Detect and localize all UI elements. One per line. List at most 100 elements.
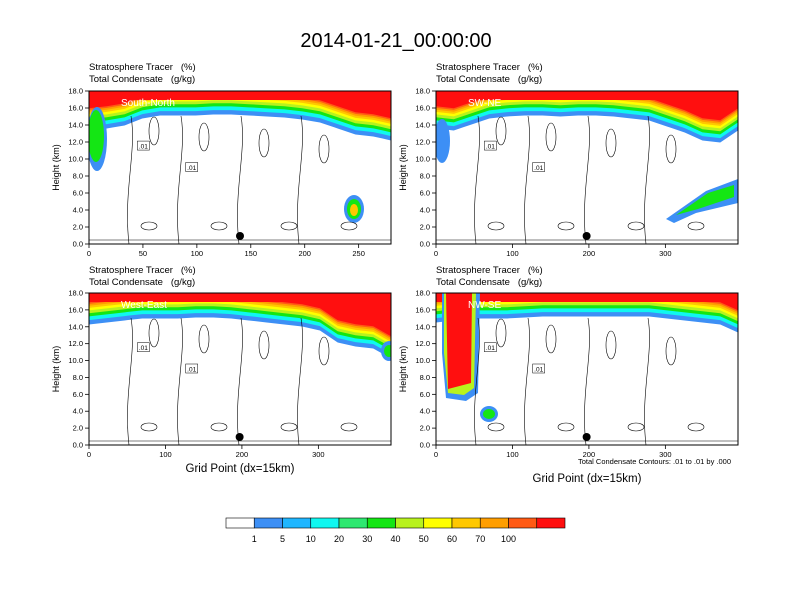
stratosphere-band [89, 91, 391, 133]
contour-line [280, 221, 298, 231]
y-tick-label: 14.0 [68, 322, 83, 331]
panel-label: SW-NE [468, 98, 501, 109]
y-tick-label: 6.0 [73, 189, 83, 198]
contour-line [177, 115, 183, 244]
tracer-blob [676, 185, 734, 215]
contour-line [340, 221, 358, 231]
y-tick-label: 6.0 [420, 390, 430, 399]
contour-line [524, 317, 530, 445]
panel-plot-area [89, 91, 391, 244]
colorbar-swatch [253, 517, 283, 529]
stratosphere-top [89, 91, 391, 100]
contour-label-box [484, 342, 497, 352]
stratosphere-band [436, 293, 738, 316]
colorbar-label: 70 [475, 534, 485, 544]
y-tick-label: 10.0 [68, 155, 83, 164]
condensate-contours [89, 317, 391, 445]
y-axis-label: Height (km) [51, 346, 61, 393]
y-tick-label: 4.0 [420, 407, 430, 416]
colorbar-label: 20 [334, 534, 344, 544]
tracer-blob [347, 199, 361, 219]
stratosphere-band [436, 91, 738, 135]
y-tick-label: 0.0 [420, 240, 430, 249]
colorbar-label: 60 [447, 534, 457, 544]
stratosphere-band [436, 293, 738, 325]
stratosphere-top [436, 91, 738, 100]
tracer-blob [89, 110, 104, 162]
contour-label-box [532, 363, 545, 374]
stratosphere-band [89, 91, 391, 137]
panel-plot-area [436, 91, 738, 244]
y-tick-label: 16.0 [68, 305, 83, 314]
contour-line [210, 221, 228, 231]
y-tick-label: 12.0 [415, 339, 430, 348]
condensate-contours [436, 115, 738, 244]
stratosphere-band [436, 91, 738, 124]
contour-line [584, 317, 590, 445]
y-tick-label: 0.0 [420, 441, 430, 450]
contour-line [627, 221, 645, 231]
stratosphere-band [436, 293, 738, 311]
panel-label: NW-SE [468, 300, 501, 311]
contour-label: .01 [139, 345, 148, 352]
panel-title-1: Stratosphere Tracer (%) Total Condensate… [89, 62, 196, 86]
y-axis-label: Height (km) [398, 144, 408, 191]
stratosphere-band [89, 293, 391, 340]
y-tick-label: 8.0 [420, 373, 430, 382]
contour-label-box [532, 162, 545, 172]
panel-title-line1: Stratosphere Tracer (%) [436, 265, 543, 276]
stratosphere-band [436, 91, 738, 122]
contour-line [297, 115, 303, 244]
x-axis-label-left: Grid Point (dx=15km) [185, 463, 295, 475]
y-axis-label: Height (km) [51, 144, 61, 191]
panel-title-2: Stratosphere Tracer (%) Total Condensate… [436, 62, 543, 86]
panel-3-group [85, 292, 392, 449]
y-tick-label: 4.0 [420, 206, 430, 215]
contour-line [557, 221, 575, 231]
contour-label-box [484, 140, 497, 151]
contour-label-box [185, 363, 198, 374]
contour-line [177, 317, 183, 445]
stratosphere-band [436, 91, 738, 132]
contour-label: .01 [187, 367, 196, 374]
y-tick-label: 18.0 [415, 87, 430, 96]
colorbar-label: 5 [280, 534, 285, 544]
panel-title-4: Stratosphere Tracer (%) Total Condensate… [436, 265, 543, 289]
y-tick-label: 2.0 [420, 223, 430, 232]
location-marker [235, 433, 244, 441]
location-marker [236, 232, 244, 240]
contour-line [495, 116, 507, 146]
stratosphere-band [89, 91, 391, 124]
contour-line [127, 317, 133, 445]
tracer-intrusion [446, 293, 472, 389]
colorbar-label: 1 [252, 534, 257, 544]
y-tick-label: 18.0 [68, 87, 83, 96]
colorbar-swatch [395, 517, 425, 529]
stratosphere-band [89, 91, 391, 120]
tracer-blob [384, 345, 391, 357]
y-tick-label: 18.0 [68, 289, 83, 298]
x-tick-label: 50 [139, 249, 147, 258]
tracer-blob [483, 409, 495, 419]
y-tick-label: 2.0 [73, 424, 83, 433]
contour-line [487, 221, 505, 231]
y-tick-label: 14.0 [415, 322, 430, 331]
contour-label: .01 [486, 144, 495, 151]
y-tick-label: 14.0 [68, 121, 83, 130]
contour-line [148, 318, 160, 348]
contour-line [258, 128, 270, 158]
stratosphere-band [89, 293, 391, 345]
y-tick-label: 16.0 [415, 104, 430, 113]
stratosphere-band [89, 91, 391, 130]
colorbar-label: 100 [501, 534, 516, 544]
panel-label: West-East [121, 300, 167, 311]
panel-title-line2: Total Condensate (g/kg) [436, 277, 543, 288]
location-marker [582, 433, 591, 441]
stratosphere-band [436, 91, 738, 143]
contour-label: .01 [486, 345, 495, 352]
panel-frame [88, 292, 392, 446]
colorbar-swatch [366, 517, 396, 529]
stratosphere-band [436, 91, 738, 126]
panel-frame [88, 90, 392, 245]
x-axis-label-right: Grid Point (dx=15km) [532, 473, 642, 485]
